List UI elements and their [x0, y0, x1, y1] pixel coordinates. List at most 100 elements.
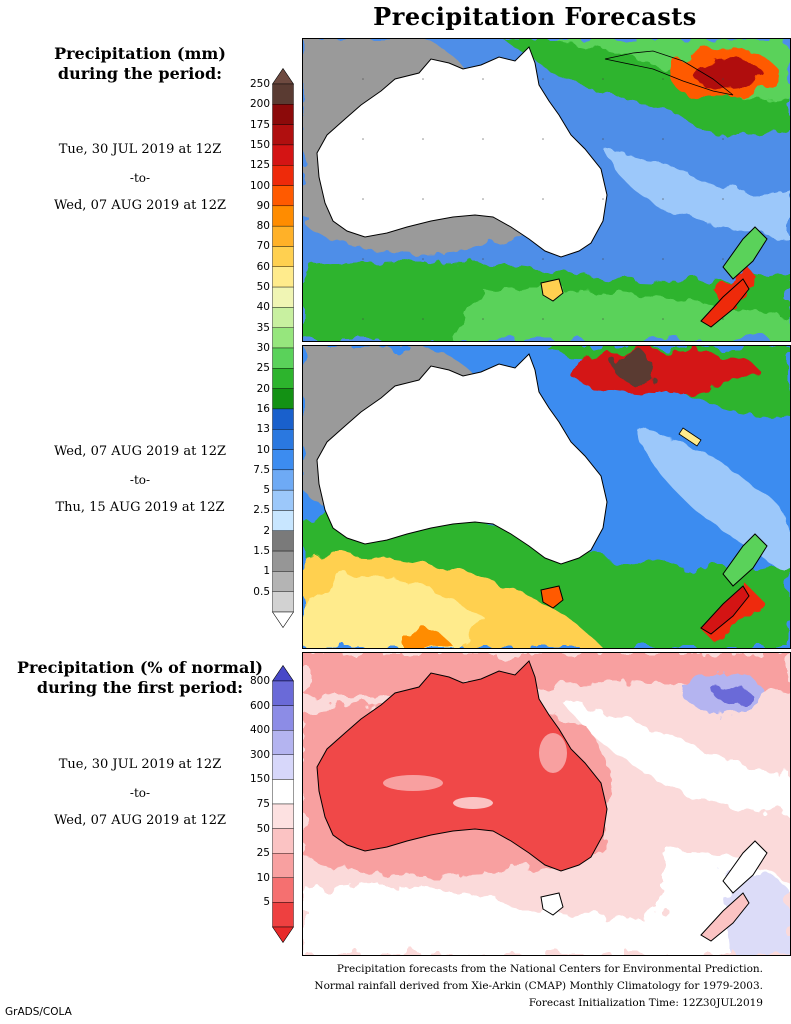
percent-colorbar-label: 150 — [249, 773, 270, 786]
percent-colorbar-labels: 800 600 400 300 150 75 50 25 10 5 — [238, 665, 270, 943]
percent-colorbar-label: 10 — [256, 871, 270, 884]
percent-colorbar-svg — [271, 664, 295, 944]
amount-colorbar-swatch — [272, 225, 294, 247]
amount-colorbar-label: 200 — [249, 98, 270, 111]
amount-colorbar-label: 90 — [256, 199, 270, 212]
percent-colorbar-label: 600 — [249, 699, 270, 712]
amount-colorbar-label: 10 — [256, 443, 270, 456]
percent-colorbar-label: 5 — [263, 896, 270, 909]
amount-colorbar-label: 25 — [256, 362, 270, 375]
amount-colorbar-label: 70 — [256, 240, 270, 253]
period2-start: Wed, 07 AUG 2019 at 12Z — [53, 444, 226, 459]
amount-colorbar-label: 16 — [256, 402, 270, 415]
amount-colorbar-swatch — [272, 571, 294, 592]
percent-colorbar-label: 300 — [249, 748, 270, 761]
period1-to: -to- — [129, 171, 151, 185]
amount-colorbar-swatch — [272, 408, 294, 430]
amount-colorbar-swatch — [272, 307, 294, 328]
percent-colorbar-label: 25 — [256, 847, 270, 860]
period1-end: Wed, 07 AUG 2019 at 12Z — [53, 198, 226, 213]
amount-heading-line2: during the period: — [57, 64, 223, 83]
forecast-map-period2 — [302, 345, 791, 649]
amount-colorbar-label: 175 — [249, 118, 270, 131]
page-title: Precipitation Forecasts — [373, 2, 697, 31]
percent-colorbar-label: 50 — [256, 822, 270, 835]
amount-colorbar-swatch — [272, 266, 294, 288]
footer-line2: Normal rainfall derived from Xie-Arkin (… — [314, 980, 763, 992]
amount-colorbar-swatch — [272, 286, 294, 308]
amount-colorbar-swatch — [272, 246, 294, 267]
amount-colorbar-swatch — [272, 165, 294, 186]
amount-colorbar-label: 30 — [256, 342, 270, 354]
amount-colorbar-top-arrow — [271, 67, 295, 85]
amount-colorbar-label: 100 — [249, 179, 270, 192]
footer-line1: Precipitation forecasts from the Nationa… — [336, 963, 763, 975]
amount-heading-line1: Precipitation (mm) — [54, 44, 226, 63]
period2-to: -to- — [129, 473, 151, 487]
percent-colorbar-swatch — [272, 729, 294, 755]
amount-colorbar-label: 5 — [263, 484, 270, 497]
amount-heading: Precipitation (mm) during the period: — [0, 44, 280, 84]
percent-colorbar-swatch — [272, 680, 294, 706]
percent-heading-line1: Precipitation (% of normal) — [17, 658, 263, 677]
period3-to: -to- — [129, 786, 151, 800]
footer-line3: Forecast Initialization Time: 12Z30JUL20… — [528, 997, 763, 1009]
percent-of-normal-map — [302, 652, 791, 956]
amount-colorbar-swatch — [272, 510, 294, 531]
amount-colorbar-swatch — [272, 144, 294, 166]
amount-colorbar-label: 7.5 — [253, 463, 270, 476]
amount-colorbar-swatch — [272, 347, 294, 369]
percent-colorbar-top-arrow — [271, 664, 295, 682]
percent-colorbar-swatch — [272, 828, 294, 854]
amount-colorbar-svg — [271, 67, 295, 629]
amount-colorbar-label: 20 — [256, 382, 270, 395]
amount-colorbar-label: 35 — [256, 321, 270, 334]
amount-colorbar-swatch — [272, 124, 294, 146]
period2-end: Thu, 15 AUG 2019 at 12Z — [55, 500, 225, 515]
amount-colorbar-label: 1.5 — [253, 545, 270, 558]
amount-colorbar-swatch — [272, 489, 294, 511]
amount-colorbar-swatch — [272, 83, 294, 105]
amount-colorbar-swatch — [272, 530, 294, 552]
amount-colorbar-label: 250 — [249, 78, 270, 90]
percent-colorbar-label: 75 — [256, 798, 270, 810]
amount-colorbar-swatch — [272, 205, 294, 227]
percent-colorbar-swatch — [272, 902, 294, 928]
amount-colorbar — [271, 67, 295, 629]
amount-colorbar-label: 150 — [249, 138, 270, 151]
amount-colorbar-label: 2.5 — [253, 504, 270, 517]
amount-colorbar-label: 13 — [256, 423, 270, 436]
amount-colorbar-swatch — [272, 429, 294, 450]
period3-start: Tue, 30 JUL 2019 at 12Z — [58, 757, 222, 772]
footer-notes: Precipitation forecasts from the Nationa… — [314, 961, 763, 1012]
amount-colorbar-label: 125 — [249, 159, 270, 172]
percent-colorbar-swatch — [272, 754, 294, 780]
amount-colorbar-swatch — [272, 327, 294, 349]
amount-colorbar-swatch — [272, 368, 294, 389]
amount-colorbar-swatch — [272, 185, 294, 207]
amount-colorbar-label: 1 — [263, 565, 270, 578]
percent-colorbar-swatch — [272, 705, 294, 731]
amount-colorbar-label: 0.5 — [253, 585, 270, 598]
amount-colorbar-swatch — [272, 469, 294, 491]
percent-colorbar-swatch — [272, 803, 294, 829]
percent-heading: Precipitation (% of normal) during the f… — [0, 658, 280, 698]
amount-colorbar-swatch — [272, 550, 294, 572]
percent-colorbar-swatch — [272, 852, 294, 878]
percent-colorbar-label: 800 — [249, 675, 270, 687]
software-credit: GrADS/COLA — [5, 1006, 72, 1018]
period3-end: Wed, 07 AUG 2019 at 12Z — [53, 813, 226, 828]
amount-colorbar-swatch — [272, 104, 294, 125]
period1-start: Tue, 30 JUL 2019 at 12Z — [58, 142, 222, 157]
percent-colorbar — [271, 664, 295, 944]
amount-colorbar-swatch — [272, 449, 294, 471]
percent-colorbar-label: 400 — [249, 724, 270, 737]
forecast-map-period1 — [302, 38, 791, 342]
amount-colorbar-swatch — [272, 388, 294, 410]
amount-colorbar-label: 50 — [256, 281, 270, 294]
amount-colorbar-label: 60 — [256, 260, 270, 273]
percent-colorbar-bottom-arrow — [271, 926, 295, 944]
percent-colorbar-swatch — [272, 877, 294, 903]
amount-colorbar-label: 80 — [256, 220, 270, 233]
percent-heading-line2: during the first period: — [36, 678, 244, 697]
